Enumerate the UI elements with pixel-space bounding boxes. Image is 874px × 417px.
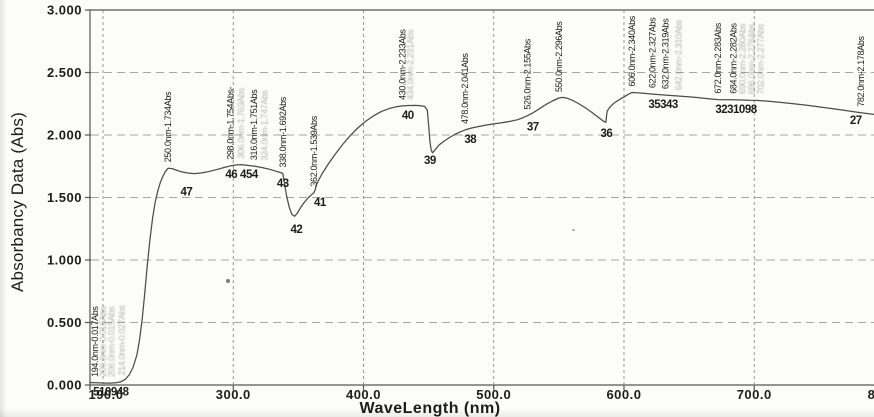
- peak-label: 306.0nm-1.763Abs: [236, 87, 246, 158]
- peak-label: 434.0nm-2.231Abs: [405, 29, 415, 100]
- peak-label: 214.0nm-0.027Abs: [117, 304, 127, 375]
- peak-label: 526.0nm-2.155Abs: [523, 38, 533, 109]
- peak-label: 250.0nm-1.734Abs: [163, 91, 173, 162]
- peak-label: 672.0nm-2.283Abs: [713, 22, 723, 93]
- scan-edge-shadow: [0, 409, 874, 417]
- peak-label: 338.0nm-1.692Abs: [278, 96, 288, 167]
- peak-label: 478.0nm-2.041Abs: [460, 53, 470, 124]
- peak-label: 324.0nm-1.747Abs: [260, 89, 270, 160]
- y-tick-label: 1.000: [47, 253, 82, 268]
- point-marker: 27: [850, 115, 862, 127]
- y-tick-label: 3.000: [47, 3, 82, 18]
- peak-label: 298.0nm-1.754Abs-: [226, 86, 236, 159]
- scan-edge-shadow: [0, 0, 7, 417]
- peak-label: 206.0nm-0.015Abs: [107, 306, 117, 377]
- peak-label: 642.0nm-2.310Abs: [674, 19, 684, 90]
- point-marker: 35343: [648, 99, 678, 111]
- y-tick-label: 0.500: [47, 315, 82, 330]
- point-marker: 3231098: [715, 104, 757, 116]
- point-marker: 41: [314, 197, 327, 209]
- peak-label: 690.0nm-2.280Abs: [738, 23, 748, 94]
- x-tick-label: 190.0: [88, 387, 123, 402]
- x-tick-label: 600.0: [606, 387, 641, 402]
- peak-label: 200.0nm-0.016Abs: [98, 306, 108, 377]
- x-tick-label: 700.0: [737, 387, 772, 402]
- peak-label: 316.0nm-1.751Abs: [249, 89, 259, 160]
- point-marker: 47: [180, 186, 192, 198]
- point-marker: 454: [240, 169, 259, 181]
- point-marker: 37: [527, 121, 539, 133]
- point-marker: 36: [601, 128, 613, 140]
- x-tick-label: 300.0: [216, 387, 251, 402]
- y-tick-label: 2.500: [47, 65, 82, 80]
- x-axis-title: WaveLength (nm): [280, 400, 580, 417]
- y-tick-label: 2.000: [47, 128, 82, 143]
- peak-label: 622.0nm-2.327Abs: [648, 17, 658, 88]
- x-tick-label: 8: [868, 387, 874, 402]
- peak-label: 702.0nm-2.277Abs: [756, 23, 766, 94]
- y-axis-title: Absorbancy Data (Abs): [8, 112, 27, 292]
- peak-label: 696.0nm-2.276Abs: [747, 23, 757, 94]
- scan-artifact-dot: [226, 279, 230, 283]
- scan-artifact-dot: [572, 229, 575, 231]
- peak-label: 782.0nm-2.178Abs: [856, 35, 866, 106]
- peak-label: 550.0nm-2.296Abs: [554, 21, 564, 92]
- peak-label: 632.0nm-2.319Abs: [661, 18, 671, 89]
- spectrum-curve: [89, 91, 874, 384]
- point-marker: 39: [424, 155, 436, 167]
- peak-label: 606.0nm-2.340Abs: [627, 15, 637, 86]
- peak-label: 194.0nm-0.017Abs: [90, 306, 100, 377]
- point-marker: 42: [291, 224, 303, 236]
- y-tick-label: 1.500: [47, 190, 82, 205]
- point-marker: 40: [402, 110, 414, 122]
- y-tick-label: 0.000: [47, 378, 82, 393]
- point-marker: 46: [225, 169, 237, 181]
- peak-label: 362.0nm-1.539Abs: [309, 115, 319, 186]
- peak-label: 684.0nm-2.282Abs: [728, 22, 738, 93]
- x-tick-label: 400.0: [346, 387, 381, 402]
- point-marker: 38: [464, 134, 477, 146]
- peak-label: 430.0nm-2.233Abs: [398, 29, 408, 100]
- point-marker: 510948: [93, 386, 129, 398]
- point-marker: 43: [277, 178, 289, 190]
- x-tick-label: 500.0: [476, 387, 511, 402]
